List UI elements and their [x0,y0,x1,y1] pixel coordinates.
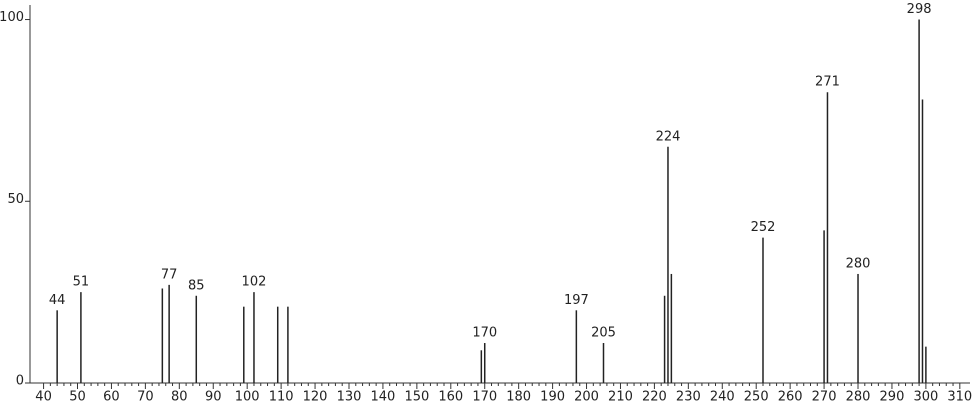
x-tick-label: 190 [540,390,565,405]
peak-label: 102 [242,275,267,290]
x-tick-label: 260 [778,390,803,405]
peak-label: 252 [751,220,776,235]
x-tick-label: 310 [947,390,972,405]
x-tick-label: 90 [205,390,222,405]
peak-label: 170 [472,326,497,341]
peak-label: 298 [907,2,932,17]
peak-label: 85 [188,278,205,293]
x-tick-label: 120 [303,390,328,405]
peak-label: 205 [591,326,616,341]
x-tick-label: 250 [744,390,769,405]
x-tick-label: 100 [235,390,260,405]
peak-label: 51 [73,275,90,290]
x-tick-label: 50 [69,390,86,405]
x-tick-label: 110 [269,390,294,405]
x-tick-label: 240 [710,390,735,405]
peak-label: 224 [656,129,681,144]
x-tick-label: 290 [880,390,905,405]
x-tick-label: 180 [506,390,531,405]
x-tick-label: 80 [171,390,188,405]
x-tick-label: 170 [472,390,497,405]
y-tick-label: 0 [16,374,24,389]
x-tick-label: 130 [337,390,362,405]
peak-label: 197 [564,293,589,308]
peak-label: 280 [846,256,871,271]
x-tick-label: 160 [438,390,463,405]
x-tick-label: 220 [642,390,667,405]
y-tick-label: 50 [7,192,24,207]
x-tick-label: 210 [608,390,633,405]
x-tick-label: 230 [676,390,701,405]
x-tick-label: 40 [35,390,52,405]
x-tick-label: 60 [103,390,120,405]
x-tick-label: 270 [812,390,837,405]
peak-label: 271 [815,75,840,90]
peak-label: 44 [49,293,66,308]
y-tick-label: 100 [0,10,24,25]
x-tick-label: 150 [404,390,429,405]
x-tick-label: 140 [371,390,396,405]
x-tick-label: 70 [137,390,154,405]
x-tick-label: 280 [846,390,871,405]
peak-label: 77 [161,267,178,282]
x-tick-label: 300 [913,390,938,405]
x-tick-label: 200 [574,390,599,405]
